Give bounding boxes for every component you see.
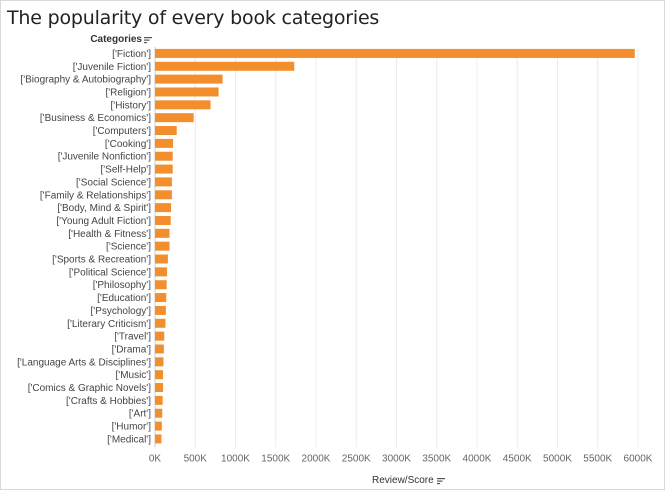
bar[interactable] (155, 74, 223, 84)
bar[interactable] (155, 318, 166, 328)
category-label[interactable]: ['Travel'] (114, 332, 151, 343)
bar[interactable] (155, 164, 173, 174)
bar[interactable] (155, 190, 172, 200)
category-label[interactable]: ['Religion'] (105, 87, 151, 98)
category-label[interactable]: ['Health & Fitness'] (68, 229, 151, 240)
category-label[interactable]: ['Juvenile Fiction'] (73, 62, 152, 73)
sort-icon[interactable] (144, 36, 152, 44)
x-tick-label: 5000K (543, 453, 572, 464)
bar[interactable] (155, 151, 173, 161)
category-label[interactable]: ['Cooking'] (105, 139, 151, 150)
category-label[interactable]: ['Social Science'] (76, 177, 151, 188)
x-tick-label: 500K (184, 453, 208, 464)
category-label[interactable]: ['Fiction'] (112, 49, 151, 60)
category-label[interactable]: ['Business & Economics'] (40, 113, 151, 124)
bar[interactable] (155, 267, 168, 277)
category-label[interactable]: ['History'] (111, 100, 152, 111)
x-tick-label: 1000K (221, 453, 250, 464)
category-label[interactable]: ['Science'] (106, 242, 151, 253)
bar[interactable] (155, 331, 165, 341)
x-tick-label: 4000K (463, 453, 492, 464)
chart-title: The popularity of every book categories (7, 7, 380, 29)
bar[interactable] (155, 228, 170, 238)
bar[interactable] (155, 113, 194, 123)
bar[interactable] (155, 434, 162, 444)
category-label[interactable]: ['Body, Mind & Spirit'] (57, 203, 151, 214)
category-label[interactable]: ['Crafts & Hobbies'] (66, 396, 151, 407)
category-label[interactable]: ['Biography & Autobiography'] (20, 75, 151, 86)
bar[interactable] (155, 203, 172, 213)
bar[interactable] (155, 48, 635, 58)
category-label[interactable]: ['Education'] (97, 293, 151, 304)
bar[interactable] (155, 177, 172, 187)
x-tick-label: 2000K (302, 453, 331, 464)
x-axis-title-label: Review/Score (372, 475, 434, 486)
category-label[interactable]: ['Comics & Graphic Novels'] (28, 383, 152, 394)
bar[interactable] (155, 126, 177, 136)
category-label[interactable]: ['Computers'] (93, 126, 152, 137)
bar[interactable] (155, 357, 164, 367)
x-tick-label: 2500K (342, 453, 371, 464)
categories-header[interactable]: Categories (90, 34, 152, 45)
bar[interactable] (155, 344, 164, 354)
bar[interactable] (155, 100, 211, 110)
x-tick-label: 5500K (583, 453, 612, 464)
x-tick-label: 3000K (382, 453, 411, 464)
category-label[interactable]: ['Sports & Recreation'] (52, 255, 151, 266)
bar[interactable] (155, 408, 163, 418)
bar[interactable] (155, 215, 171, 225)
bar[interactable] (155, 61, 295, 71)
bar[interactable] (155, 87, 219, 97)
category-label[interactable]: ['Family & Relationships'] (40, 190, 151, 201)
sort-icon[interactable] (436, 477, 445, 485)
bar[interactable] (155, 254, 168, 264)
categories-header-label: Categories (90, 34, 142, 45)
x-tick-label: 4500K (503, 453, 532, 464)
bar[interactable] (155, 241, 170, 251)
bar[interactable] (155, 138, 174, 148)
bar[interactable] (155, 383, 164, 393)
category-label[interactable]: ['Juvenile Nonfiction'] (58, 152, 152, 163)
category-label[interactable]: ['Literary Criticism'] (67, 319, 151, 330)
bar[interactable] (155, 395, 163, 405)
category-label[interactable]: ['Humor'] (112, 422, 152, 433)
category-label[interactable]: ['Medical'] (107, 434, 151, 445)
category-label[interactable]: ['Music'] (116, 370, 152, 381)
bar[interactable] (155, 421, 162, 431)
bar[interactable] (155, 293, 167, 303)
category-label[interactable]: ['Self-Help'] (100, 165, 151, 176)
category-label[interactable]: ['Language Arts & Disciplines'] (17, 357, 151, 368)
bar[interactable] (155, 370, 164, 380)
bar[interactable] (155, 305, 166, 315)
x-axis-title[interactable]: Review/Score (372, 475, 445, 486)
x-tick-label: 3500K (422, 453, 451, 464)
category-label[interactable]: ['Art'] (129, 409, 151, 420)
category-label[interactable]: ['Young Adult Fiction'] (56, 216, 151, 227)
category-label[interactable]: ['Political Science'] (69, 267, 151, 278)
category-label[interactable]: ['Psychology'] (90, 306, 151, 317)
x-tick-label: 1500K (261, 453, 290, 464)
category-label[interactable]: ['Philosophy'] (93, 280, 152, 291)
bar[interactable] (155, 280, 167, 290)
x-tick-label: 6000K (624, 453, 653, 464)
x-tick-label: 0K (149, 453, 162, 464)
category-label[interactable]: ['Drama'] (112, 344, 152, 355)
